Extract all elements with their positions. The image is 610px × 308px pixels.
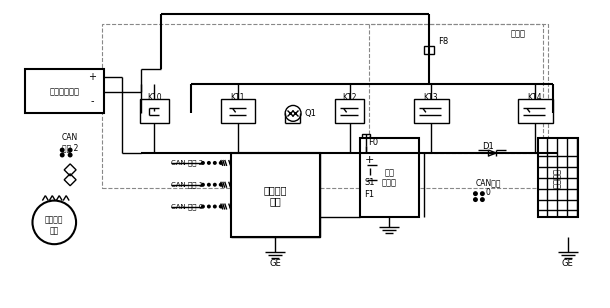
Circle shape	[219, 183, 223, 187]
Text: K10: K10	[147, 93, 162, 102]
Circle shape	[473, 197, 478, 202]
Bar	[221, 99, 256, 123]
Circle shape	[207, 183, 211, 187]
Text: K12: K12	[342, 93, 357, 102]
Circle shape	[213, 183, 217, 187]
Bar	[24, 69, 104, 113]
Text: GE: GE	[562, 258, 573, 268]
Circle shape	[480, 191, 485, 196]
Bar	[359, 138, 419, 217]
Bar	[538, 138, 578, 217]
Circle shape	[207, 161, 211, 165]
Text: +: +	[88, 72, 96, 82]
Bar	[370, 24, 543, 153]
Text: Q1: Q1	[304, 109, 316, 118]
Text: 充电接口: 充电接口	[553, 168, 562, 188]
Circle shape	[201, 205, 205, 209]
Text: GE: GE	[270, 258, 281, 268]
Bar	[102, 24, 548, 188]
Circle shape	[480, 197, 485, 202]
Text: CAN 总线 0: CAN 总线 0	[171, 203, 204, 210]
Bar	[518, 99, 553, 123]
Circle shape	[68, 152, 73, 157]
Text: K11: K11	[231, 93, 245, 102]
Circle shape	[213, 161, 217, 165]
Bar	[140, 99, 169, 123]
Text: F0: F0	[368, 138, 378, 147]
Text: +: +	[365, 155, 374, 165]
Text: 能源管理
芯片: 能源管理 芯片	[264, 185, 287, 206]
Text: K13: K13	[423, 93, 438, 102]
Circle shape	[60, 148, 65, 152]
Circle shape	[213, 205, 217, 209]
Bar	[231, 153, 320, 237]
Text: S1: S1	[364, 178, 375, 187]
Text: F8: F8	[439, 37, 449, 46]
Circle shape	[68, 148, 73, 152]
Text: 电机驱动电路: 电机驱动电路	[49, 87, 79, 96]
Text: D1: D1	[483, 142, 494, 151]
Circle shape	[473, 191, 478, 196]
Text: CAN 总线 2: CAN 总线 2	[171, 160, 203, 166]
Text: 动力
电池组: 动力 电池组	[382, 168, 396, 188]
Text: -: -	[90, 96, 94, 107]
Text: CAN 总线 1: CAN 总线 1	[171, 181, 204, 188]
Circle shape	[201, 161, 205, 165]
Text: 隔离箱: 隔离箱	[511, 30, 526, 38]
Text: CAN总线
0: CAN总线 0	[476, 178, 501, 197]
Text: CAN
总线 2: CAN 总线 2	[62, 133, 78, 153]
Bar	[335, 99, 364, 123]
Text: K14: K14	[528, 93, 542, 102]
Circle shape	[207, 205, 211, 209]
Bar	[414, 99, 449, 123]
Circle shape	[201, 183, 205, 187]
Circle shape	[60, 152, 65, 157]
Bar	[424, 46, 434, 54]
Text: F1: F1	[364, 190, 375, 199]
Circle shape	[219, 161, 223, 165]
Bar	[362, 134, 370, 146]
Text: 无刷直流
电机: 无刷直流 电机	[45, 216, 63, 235]
Circle shape	[219, 205, 223, 209]
